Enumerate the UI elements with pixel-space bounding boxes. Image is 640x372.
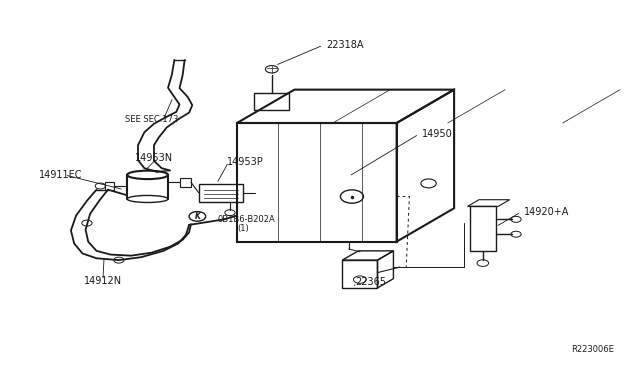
Text: 14950: 14950	[422, 129, 453, 139]
Text: (1): (1)	[237, 224, 249, 233]
Text: 0B1B6-B202A: 0B1B6-B202A	[218, 215, 276, 224]
Text: 14953P: 14953P	[227, 157, 264, 167]
Text: 14911EC: 14911EC	[39, 170, 83, 180]
Text: K: K	[195, 212, 200, 221]
Text: 14912N: 14912N	[84, 276, 122, 285]
Text: 22318A: 22318A	[326, 40, 364, 50]
Text: SEE SEC.173: SEE SEC.173	[125, 115, 179, 124]
Text: R223006E: R223006E	[571, 344, 614, 353]
Text: 14953N: 14953N	[135, 153, 173, 163]
Text: 14920+A: 14920+A	[524, 207, 570, 217]
Text: 22365: 22365	[355, 278, 386, 287]
